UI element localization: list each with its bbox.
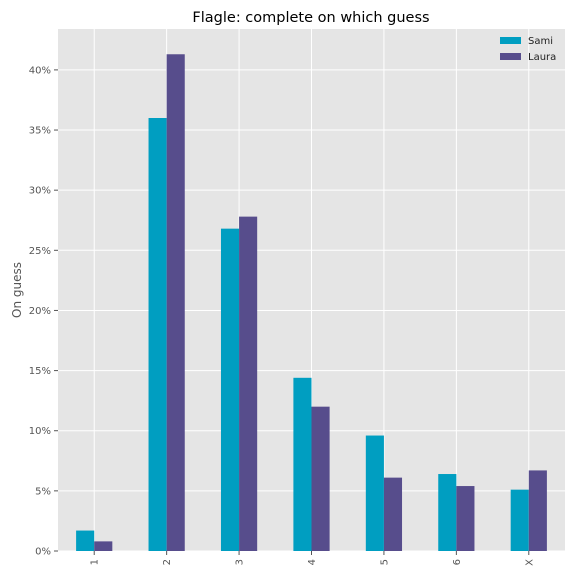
bar-laura-4	[311, 406, 330, 551]
bar-sami-5	[365, 435, 384, 551]
legend: Sami Laura	[500, 36, 556, 63]
x-tick-label: 2	[162, 559, 173, 565]
bar-sami-1	[76, 530, 95, 551]
bar-laura-3	[239, 216, 258, 551]
x-tick-label: X	[524, 559, 535, 566]
bar-laura-2	[166, 54, 185, 552]
bar-laura-5	[383, 477, 403, 551]
y-tick-label: 15%	[29, 366, 51, 377]
legend-label-laura: Laura	[528, 52, 556, 63]
bar-laura-1	[94, 541, 113, 551]
y-tick-label: 20%	[29, 306, 51, 317]
y-axis-label: On guess	[10, 262, 24, 318]
legend-swatch-sami	[500, 37, 521, 44]
x-tick-label: 3	[235, 559, 246, 565]
bar-sami-6	[438, 474, 457, 551]
y-axis-ticks: 0% 5% 10% 15% 20% 25% 30% 35% 40%	[29, 65, 58, 558]
bar-sami-3	[220, 228, 240, 551]
chart-title: Flagle: complete on which guess	[192, 10, 429, 26]
bar-sami-4	[293, 377, 312, 551]
bars	[76, 54, 547, 552]
y-tick-label: 10%	[29, 426, 51, 437]
legend-label-sami: Sami	[528, 36, 553, 47]
y-tick-label: 30%	[29, 186, 51, 197]
x-tick-label: 4	[307, 559, 318, 565]
x-axis-ticks: 1 2 3 4 5 6 X	[90, 551, 535, 566]
legend-swatch-laura	[500, 53, 521, 60]
y-tick-label: 5%	[35, 486, 51, 497]
bar-sami-x	[510, 489, 529, 551]
y-tick-label: 40%	[29, 65, 51, 76]
x-tick-label: 6	[452, 559, 463, 565]
bar-sami-2	[148, 118, 167, 551]
y-tick-label: 35%	[29, 126, 51, 137]
x-tick-label: 1	[90, 559, 101, 565]
bar-laura-6	[456, 486, 475, 551]
bar-laura-x	[528, 470, 547, 551]
y-tick-label: 0%	[35, 547, 51, 558]
x-tick-label: 5	[379, 559, 390, 565]
y-tick-label: 25%	[29, 246, 51, 257]
